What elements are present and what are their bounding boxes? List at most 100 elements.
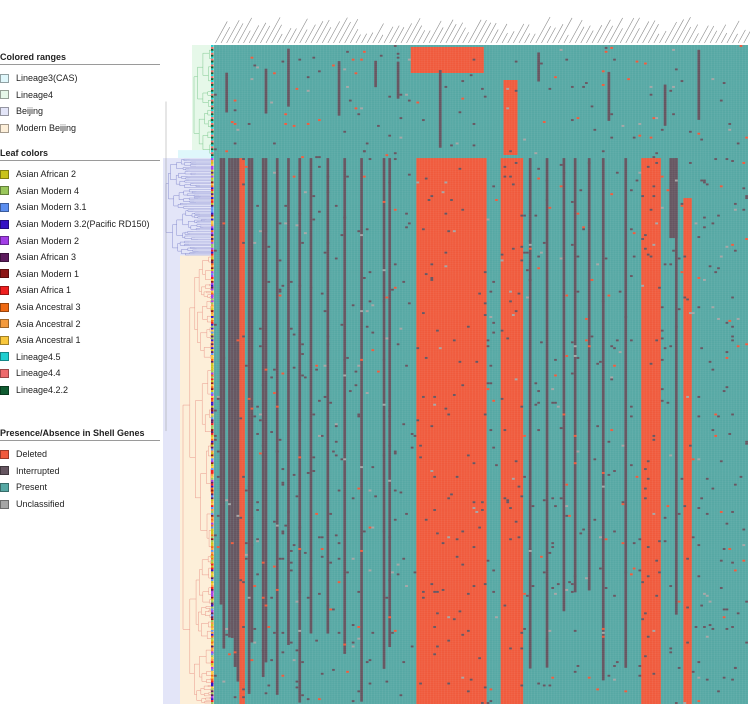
heatmap-cell: [264, 604, 268, 607]
leaf-color-mark: [211, 140, 214, 143]
legend-item: Modern Beijing: [0, 120, 165, 137]
heatmap-cell: [610, 376, 614, 379]
column-header-label: [451, 22, 463, 44]
heatmap-cell: [281, 284, 285, 287]
heatmap-cell: [719, 99, 723, 102]
heatmap-cell: [320, 548, 324, 550]
heatmap-cell: [565, 483, 569, 486]
heatmap-cell: [447, 536, 451, 539]
heatmap-cell: [548, 629, 552, 632]
heatmap-cell: [317, 165, 321, 168]
heatmap-cell: [253, 241, 257, 244]
heatmap-cell: [256, 204, 259, 207]
heatmap-cell: [388, 616, 392, 619]
heatmap-cell: [492, 280, 496, 283]
heatmap-cell: [388, 444, 392, 447]
heatmap-cell: [219, 602, 223, 605]
column-header-label: [737, 29, 746, 44]
heatmap-cell: [433, 653, 437, 656]
legend-item: Asian Modern 1: [0, 266, 165, 283]
heatmap-cell: [214, 148, 217, 151]
column-header-label: [546, 27, 556, 44]
heatmap-cell: [250, 544, 254, 547]
heatmap-cell: [441, 542, 445, 545]
heatmap-cell: [613, 58, 616, 61]
heatmap-cell: [632, 567, 636, 570]
heatmap-cell: [601, 300, 605, 303]
column-header-label: [293, 18, 308, 44]
heatmap-cell: [700, 347, 704, 350]
heatmap-cell: [489, 700, 493, 703]
heatmap-cell: [309, 577, 313, 580]
heatmap-cell: [458, 167, 462, 170]
heatmap-cell: [635, 475, 639, 478]
heatmap-cell: [413, 571, 417, 574]
heatmap-cell: [548, 206, 552, 209]
leaf-color-mark: [211, 473, 214, 476]
heatmap-cell: [523, 434, 526, 437]
heatmap-cell: [399, 694, 403, 697]
leaf-color-mark: [211, 579, 214, 582]
column-header-label: [389, 25, 400, 44]
column-header-label: [647, 24, 659, 44]
heatmap-cell: [731, 510, 734, 513]
heatmap-cell: [565, 514, 569, 517]
heatmap-cell: [705, 594, 709, 597]
heatmap-cell: [554, 401, 557, 404]
heatmap-cell: [337, 581, 341, 584]
heatmap-cell: [357, 487, 361, 490]
leaf-color-mark: [211, 239, 214, 242]
heatmap-cell: [464, 319, 467, 322]
heatmap-cell: [315, 368, 318, 371]
deleted-block: [641, 158, 661, 705]
leaf-color-mark: [211, 54, 214, 57]
heatmap-cell: [273, 565, 276, 568]
column-header-label: [535, 16, 551, 44]
heatmap-cell: [315, 512, 318, 515]
column-header-label: [529, 33, 536, 44]
heatmap-cell: [540, 341, 543, 344]
heatmap-cell: [590, 278, 594, 281]
heatmap-cell: [222, 356, 226, 359]
heatmap-cell: [303, 232, 307, 235]
heatmap-cell: [230, 121, 234, 123]
heatmap-cell: [236, 128, 240, 131]
deleted-block: [239, 158, 245, 705]
heatmap-cell: [733, 483, 737, 486]
leaf-color-mark: [211, 345, 214, 348]
heatmap-cell: [281, 530, 285, 533]
column-header-label: [670, 19, 684, 44]
leaf-color-mark: [211, 154, 214, 157]
leaf-color-mark: [211, 300, 214, 303]
heatmap-cell: [669, 651, 673, 654]
heatmap-cell: [371, 331, 375, 334]
leaf-color-mark: [211, 128, 214, 131]
heatmap-cell: [686, 395, 689, 398]
leaf-color-mark: [211, 261, 214, 264]
leaf-color-mark: [211, 668, 214, 671]
heatmap-cell: [523, 592, 526, 595]
heatmap-cell: [717, 415, 720, 418]
heatmap-cell: [548, 684, 552, 687]
heatmap-cell: [382, 300, 386, 303]
leaf-color-mark: [211, 512, 214, 515]
heatmap-cell: [413, 58, 417, 61]
leaf-color-mark: [211, 308, 214, 311]
heatmap-cell: [745, 195, 748, 198]
leaf-color-mark: [211, 661, 214, 664]
leaf-color-mark: [211, 692, 214, 695]
heatmap-cell: [489, 382, 493, 385]
heatmap-cell: [652, 672, 656, 675]
heatmap-cell: [615, 339, 619, 342]
heatmap-cell: [228, 622, 231, 625]
heatmap-cell: [337, 489, 341, 492]
heatmap-cell: [357, 364, 361, 367]
leaf-color-mark: [211, 397, 214, 400]
leaf-color-mark: [211, 76, 214, 79]
heatmap-cell: [559, 427, 563, 430]
heatmap-cell: [455, 475, 459, 478]
heatmap-cell: [554, 505, 557, 508]
heatmap-cell: [233, 284, 237, 287]
leaf-color-mark: [211, 251, 214, 254]
interrupted-column: [298, 158, 302, 703]
